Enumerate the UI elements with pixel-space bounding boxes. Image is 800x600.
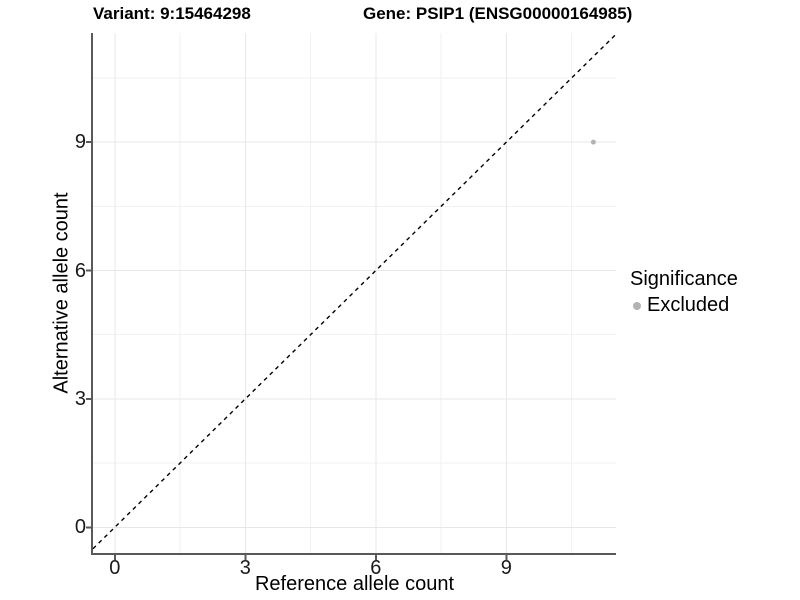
identity-line: [92, 33, 617, 550]
y-tick-label: 9: [74, 131, 86, 154]
x-tick-label: 3: [239, 557, 251, 579]
x-tick-label: 0: [109, 557, 121, 579]
legend-title: Significance: [630, 268, 738, 290]
variant-title: Variant: 9:15464298: [93, 4, 251, 23]
data-point: [590, 139, 596, 145]
x-axis-title: Reference allele count: [254, 573, 454, 595]
y-tick-label: 3: [74, 387, 86, 410]
y-axis-title: Alternative allele count: [50, 192, 73, 394]
legend-item-label: Excluded: [647, 294, 730, 316]
x-tick-label: 6: [370, 557, 382, 579]
y-tick-label: 0: [74, 516, 86, 539]
legend-item-excluded: Excluded: [630, 294, 738, 317]
legend: Significance Excluded: [630, 266, 738, 317]
x-tick-label: 9: [500, 557, 512, 579]
gene-title: Gene: PSIP1 (ENSG00000164985): [363, 4, 633, 23]
y-tick-label: 6: [74, 259, 86, 282]
excluded-point-icon: [633, 301, 641, 310]
